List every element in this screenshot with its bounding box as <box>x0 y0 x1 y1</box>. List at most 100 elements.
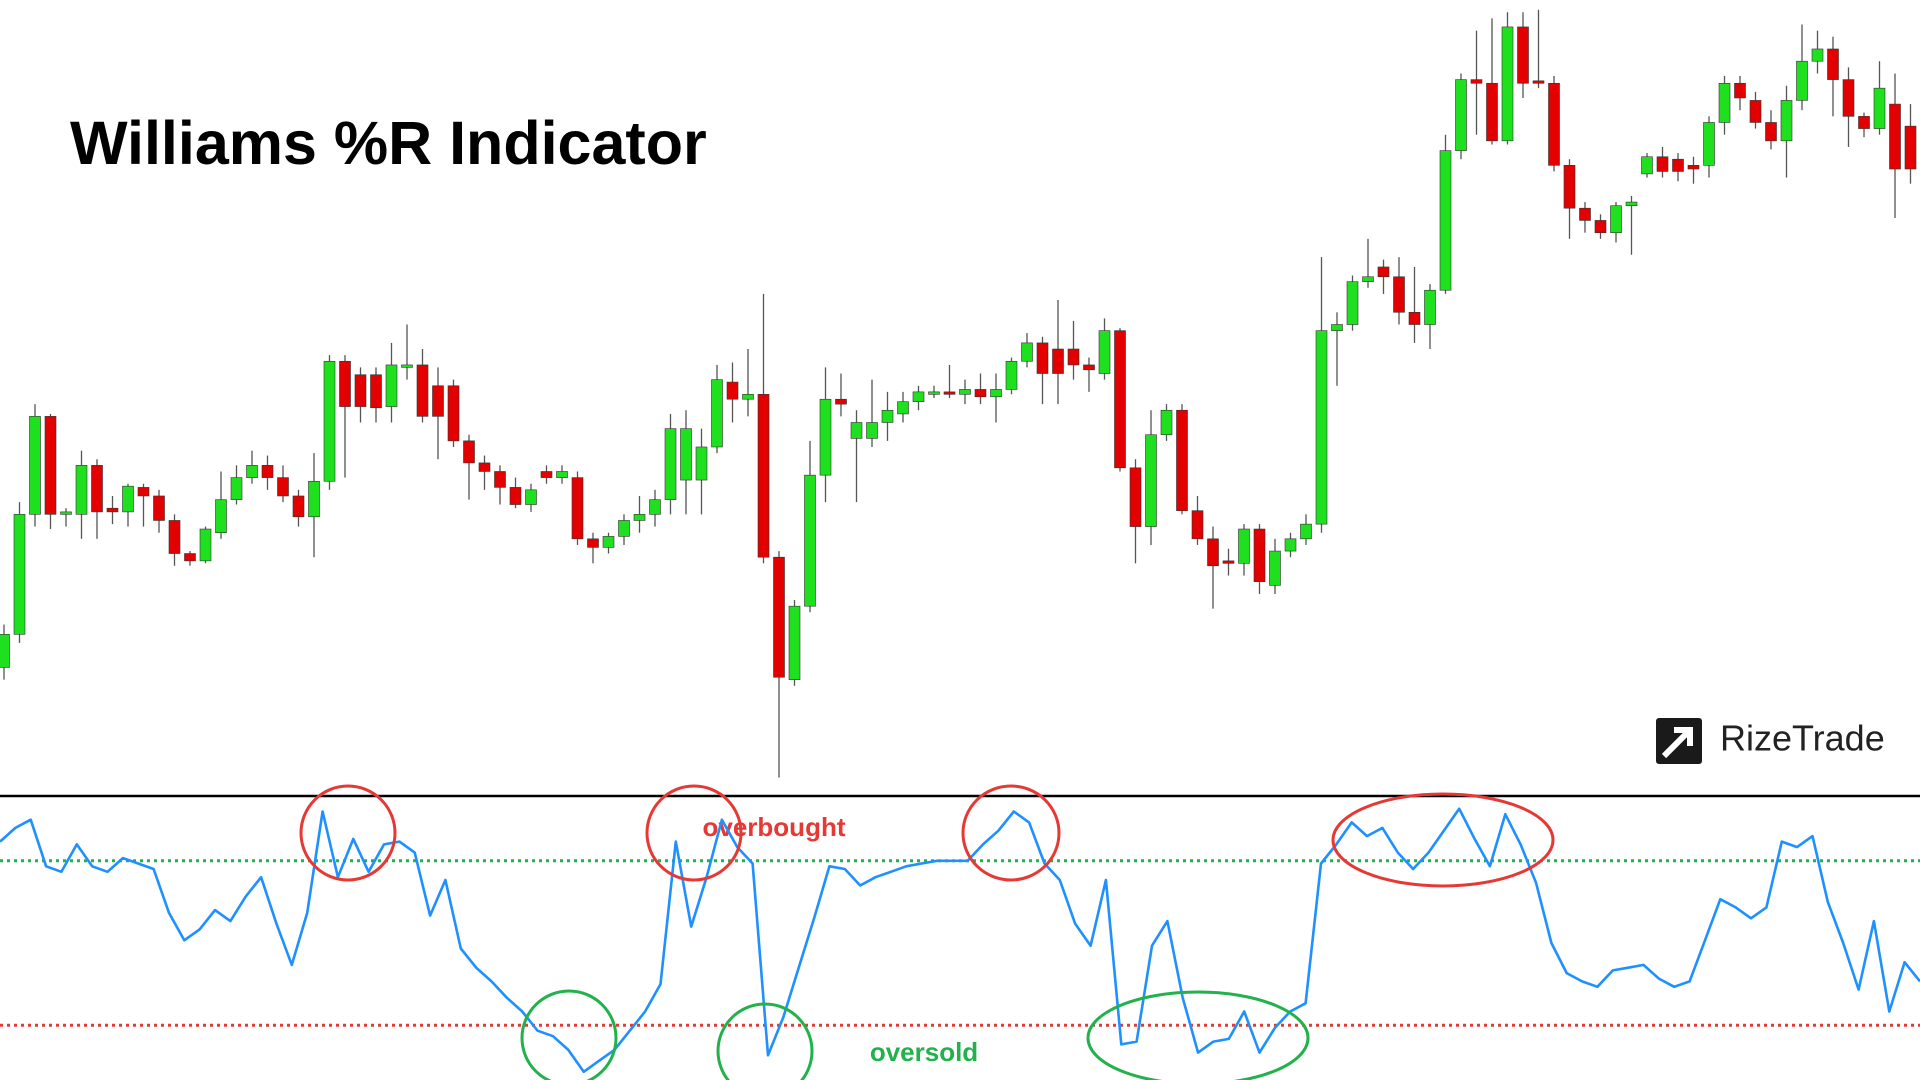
candle-body <box>1331 324 1343 331</box>
candle-body <box>478 462 491 472</box>
brand-name: RizeTrade <box>1720 718 1885 759</box>
candle-body <box>1780 100 1793 142</box>
candle-body <box>587 538 599 548</box>
candle-body <box>726 381 739 400</box>
candle-body <box>1641 156 1653 175</box>
candle-body <box>602 536 615 548</box>
candle-body <box>1811 48 1824 62</box>
candle-body <box>788 605 801 680</box>
candle-body <box>1796 60 1808 101</box>
level-label: oversold <box>870 1037 978 1067</box>
candle-body <box>308 480 320 518</box>
candle-body <box>804 474 816 607</box>
candle-body <box>1749 100 1762 123</box>
candle-body <box>1067 348 1080 366</box>
candle-body <box>711 379 723 448</box>
candle-body <box>432 385 444 417</box>
candle-body <box>1377 266 1390 278</box>
indicator-panel: overbought oversold <box>0 807 1920 1074</box>
candle-body <box>494 471 506 488</box>
candle-body <box>974 389 987 398</box>
candle-body <box>1842 79 1855 117</box>
candle-body <box>1098 330 1111 374</box>
candle-body <box>91 465 103 513</box>
candle-body <box>1455 79 1467 151</box>
candle-body <box>633 514 646 521</box>
candle-body <box>1594 220 1607 233</box>
candle-body <box>835 398 847 405</box>
candle-body <box>1672 158 1684 172</box>
candle-body <box>1424 289 1436 325</box>
candle-body <box>122 485 134 513</box>
candle-body <box>1470 79 1483 84</box>
candle-body <box>1160 409 1173 436</box>
candle-body <box>680 428 692 481</box>
candle-body <box>1052 348 1064 374</box>
candle-body <box>1904 125 1917 170</box>
candle-body <box>261 465 274 478</box>
candle-body <box>416 364 429 417</box>
candle-body <box>1687 165 1700 170</box>
highlight-circle <box>961 784 1061 882</box>
candle-body <box>1207 538 1219 567</box>
candle-body <box>29 416 41 515</box>
candle-body <box>1346 281 1359 325</box>
candle-body <box>1408 311 1421 325</box>
candle-body <box>44 416 57 515</box>
candle-body <box>912 391 925 402</box>
candle-body <box>1021 342 1033 362</box>
price-panel <box>0 9 1917 778</box>
highlight-circle <box>520 989 618 1080</box>
candle-body <box>1393 276 1405 313</box>
candle-body <box>618 520 630 537</box>
candle-body <box>168 520 181 554</box>
candle-body <box>1827 48 1839 80</box>
candle-body <box>695 446 708 481</box>
candle-body <box>1145 434 1157 527</box>
candle-body <box>1315 330 1328 525</box>
candle-body <box>649 499 661 515</box>
candle-body <box>1548 82 1560 166</box>
candle-body <box>1718 82 1731 123</box>
candle-body <box>385 364 398 407</box>
candle-body <box>370 374 382 409</box>
candle-body <box>292 495 305 518</box>
candle-body <box>959 389 971 395</box>
candle-body <box>354 374 367 407</box>
candle-body <box>1873 87 1886 129</box>
candle-body <box>230 477 243 500</box>
candle-body <box>339 360 351 407</box>
highlight-circle <box>299 784 397 882</box>
candle-body <box>1269 550 1281 586</box>
candle-body <box>1253 528 1266 582</box>
candle-body <box>60 511 72 515</box>
candle-body <box>1765 122 1777 142</box>
candle-body <box>1486 82 1498 142</box>
candle-body <box>463 440 475 464</box>
candle-body <box>509 487 522 505</box>
brand-logo: RizeTrade <box>1656 718 1885 764</box>
candle-body <box>897 401 909 415</box>
candle-body <box>153 495 165 521</box>
candle-body <box>1703 122 1715 166</box>
candle-body <box>184 553 196 562</box>
candle-body <box>1005 360 1018 390</box>
candle-body <box>1889 103 1901 170</box>
annotations <box>299 784 1555 1080</box>
highlight-circle <box>716 1002 814 1080</box>
candle-body <box>1532 80 1545 84</box>
candle-body <box>447 385 460 442</box>
candle-body <box>866 422 878 439</box>
candle-body <box>401 364 413 368</box>
candle-body <box>1284 538 1297 552</box>
candle-body <box>1083 364 1095 371</box>
candle-body <box>773 556 785 678</box>
candle-body <box>13 514 26 635</box>
candle-body <box>1114 330 1126 469</box>
candle-body <box>277 477 289 497</box>
candle-body <box>850 422 863 439</box>
candle-body <box>1300 523 1312 540</box>
candle-body <box>137 487 150 497</box>
